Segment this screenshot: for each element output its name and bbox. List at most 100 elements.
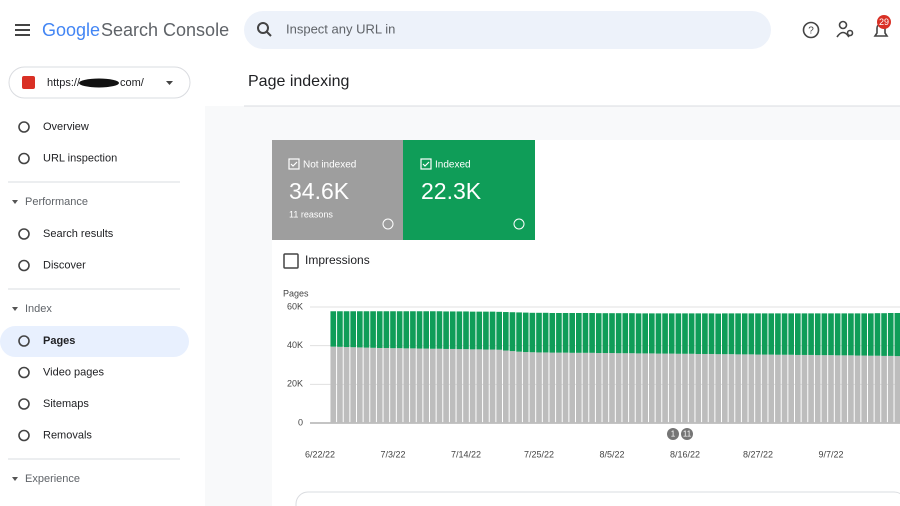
- bar: [350, 311, 357, 348]
- nav-item[interactable]: Search results: [43, 228, 114, 240]
- bar: [881, 355, 887, 423]
- bar: [356, 347, 363, 423]
- bar: [383, 311, 390, 348]
- bar: [768, 354, 775, 423]
- bar: [721, 354, 728, 423]
- bar: [556, 352, 562, 423]
- bar: [761, 354, 768, 423]
- bar: [562, 352, 569, 423]
- bar: [410, 348, 416, 423]
- bar: [449, 348, 456, 423]
- nav-section[interactable]: Performance: [25, 196, 88, 208]
- bar: [775, 313, 781, 355]
- nav-icon: [18, 152, 30, 165]
- nav-item[interactable]: Discover: [43, 259, 86, 271]
- bar: [330, 346, 337, 423]
- bar: [549, 312, 556, 353]
- x-tick-label: 8/5/22: [599, 449, 624, 459]
- bar: [410, 311, 416, 349]
- nav-item[interactable]: Video pages: [43, 366, 104, 378]
- bar: [343, 347, 350, 423]
- nav-icon: [18, 398, 30, 410]
- bar: [383, 347, 390, 423]
- annotation-label[interactable]: 11: [683, 430, 692, 439]
- bar: [416, 348, 423, 423]
- bar: [536, 352, 542, 423]
- bar: [516, 312, 522, 352]
- bar: [496, 349, 503, 423]
- bar: [662, 313, 668, 354]
- bar: [755, 354, 761, 423]
- users-icon[interactable]: [836, 20, 854, 38]
- bar: [708, 353, 715, 423]
- brand: Google: [42, 20, 100, 40]
- notifications-icon[interactable]: 29: [873, 15, 891, 37]
- bar: [509, 312, 516, 352]
- annotation-marker[interactable]: [667, 428, 679, 440]
- nav-section[interactable]: Experience: [25, 473, 80, 485]
- bar: [894, 312, 900, 357]
- nav-item[interactable]: URL inspection: [43, 152, 117, 164]
- not-indexed-note: 11 reasons: [289, 209, 333, 219]
- bar: [688, 353, 695, 423]
- bar: [469, 349, 476, 423]
- nav-item[interactable]: Pages: [43, 335, 75, 347]
- bar: [662, 353, 668, 423]
- bar: [522, 352, 529, 423]
- bar: [390, 311, 396, 349]
- bar: [781, 354, 788, 423]
- annotation-label[interactable]: 1: [671, 430, 676, 439]
- bar: [602, 313, 609, 354]
- bar: [569, 352, 576, 423]
- impressions-checkbox[interactable]: [283, 253, 299, 269]
- bar: [575, 352, 582, 423]
- annotation-marker[interactable]: [681, 428, 693, 440]
- bar: [642, 353, 649, 423]
- search-placeholder[interactable]: Inspect any URL in: [286, 21, 395, 36]
- bar: [848, 313, 854, 356]
- bar: [615, 353, 622, 423]
- bar: [443, 311, 449, 349]
- bar: [655, 313, 662, 354]
- nav-item[interactable]: Overview: [43, 121, 89, 133]
- nav-highlight: [0, 326, 189, 357]
- search-bar[interactable]: [244, 11, 771, 49]
- bar: [708, 313, 715, 354]
- nav-section[interactable]: Index: [25, 303, 52, 315]
- bar: [489, 349, 496, 423]
- section-arrow: [12, 200, 18, 204]
- bar: [735, 313, 741, 355]
- bar: [788, 313, 795, 355]
- bar: [489, 311, 496, 350]
- bar: [861, 313, 868, 356]
- bar: [821, 355, 828, 423]
- bar: [376, 311, 383, 348]
- redaction: [79, 78, 119, 88]
- bar: [476, 311, 483, 350]
- nav-icon: [18, 366, 30, 379]
- bar: [582, 312, 589, 353]
- bar: [675, 313, 682, 354]
- bar: [828, 355, 834, 423]
- indexed-card[interactable]: [403, 140, 535, 240]
- y-tick-label: 0: [298, 417, 303, 427]
- bar: [794, 354, 801, 423]
- bar: [808, 313, 814, 355]
- property-url-prefix: https://: [47, 77, 81, 89]
- bar: [848, 355, 854, 423]
- bar: [556, 312, 562, 353]
- bar: [542, 312, 549, 353]
- bar: [443, 348, 449, 423]
- bar: [781, 313, 788, 355]
- bar: [675, 353, 682, 423]
- nav-item[interactable]: Sitemaps: [43, 398, 89, 410]
- nav-item[interactable]: Removals: [43, 429, 92, 441]
- menu-icon[interactable]: [15, 24, 30, 36]
- bar: [748, 313, 755, 355]
- impressions-label[interactable]: Impressions: [305, 253, 370, 267]
- bar: [423, 311, 430, 349]
- not-indexed-card[interactable]: [272, 140, 403, 240]
- help-icon[interactable]: ?: [802, 21, 820, 39]
- bar: [874, 355, 881, 423]
- x-tick-label: 8/27/22: [743, 449, 773, 459]
